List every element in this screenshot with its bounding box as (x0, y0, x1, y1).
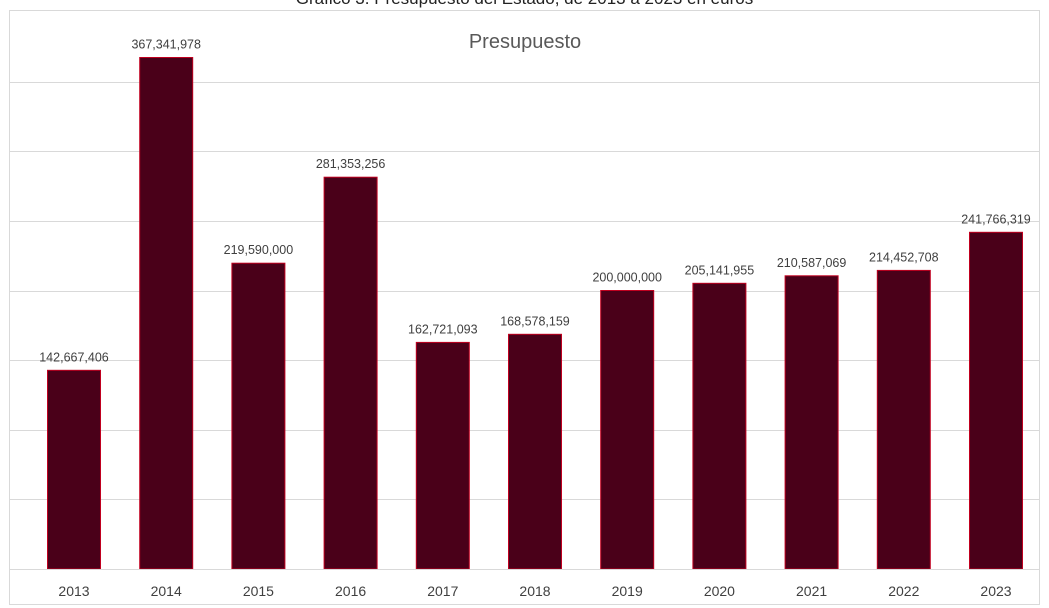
data-label-2013: 142,667,406 (39, 350, 109, 364)
x-tick-label: 2016 (335, 583, 366, 599)
data-label-2015: 219,590,000 (224, 243, 294, 257)
bar-2021 (784, 275, 839, 570)
x-tick-label: 2014 (151, 583, 182, 599)
x-tick-label: 2020 (704, 583, 735, 599)
data-labels: 142,667,406 367,341,978 219,590,000 281,353… (39, 38, 1031, 365)
bar-2019 (600, 290, 655, 570)
bar-2022 (876, 269, 931, 570)
x-tick-label: 2017 (427, 583, 458, 599)
bars (47, 57, 1023, 570)
data-label-2017: 162,721,093 (408, 322, 478, 336)
chart-title: Presupuesto (469, 31, 581, 53)
x-tick-label: 2018 (519, 583, 550, 599)
x-tick-label: 2021 (796, 583, 827, 599)
x-tick-label: 2013 (58, 583, 89, 599)
bar-2016 (323, 176, 378, 570)
data-label-2018: 168,578,159 (500, 314, 570, 328)
bar-2020 (692, 282, 747, 570)
x-axis-ticks: 2013 2014 2015 2016 2017 2018 2019 2020 2021 2022… (58, 583, 1011, 599)
x-tick-label: 2022 (888, 583, 919, 599)
bar-2015 (231, 262, 286, 570)
data-label-2021: 210,587,069 (777, 256, 847, 270)
clipped-caption-text: Gráfico 3. Presupuesto del Estado, de 20… (0, 0, 1049, 9)
x-tick-label: 2015 (243, 583, 274, 599)
data-label-2020: 205,141,955 (685, 263, 755, 277)
data-label-2022: 214,452,708 (869, 250, 939, 264)
bar-2018 (508, 333, 562, 570)
clipped-figure-caption: Gráfico 3. Presupuesto del Estado, de 20… (0, 0, 1049, 10)
data-label-2014: 367,341,978 (131, 38, 201, 52)
data-label-2019: 200,000,000 (592, 271, 662, 285)
x-tick-label: 2019 (612, 583, 643, 599)
bar-2014 (139, 57, 194, 570)
data-label-2016: 281,353,256 (316, 157, 386, 171)
bar-2017 (415, 341, 470, 570)
x-tick-label: 2023 (980, 583, 1011, 599)
chart-area (9, 10, 1040, 605)
bar-2023 (969, 231, 1023, 570)
data-label-2023: 241,766,319 (961, 212, 1031, 226)
bar-2013 (47, 369, 101, 570)
